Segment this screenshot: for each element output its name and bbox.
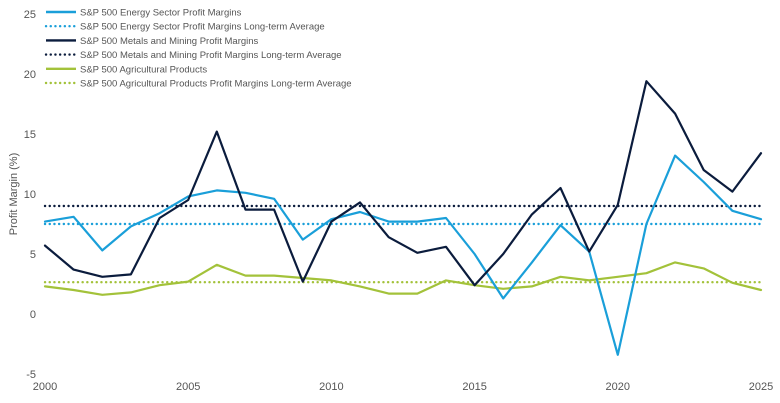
legend-label-1: S&P 500 Energy Sector Profit Margins Lon… [80, 22, 325, 33]
x-tick-label: 2000 [33, 381, 57, 393]
series-layer [43, 80, 763, 356]
series-line-2 [43, 80, 763, 287]
x-tick-label: 2020 [606, 381, 630, 393]
x-tick-label: 2010 [319, 381, 343, 393]
legend-label-3: S&P 500 Metals and Mining Profit Margins… [80, 50, 342, 61]
y-tick-label: 5 [30, 249, 36, 261]
legend-label-2: S&P 500 Metals and Mining Profit Margins [80, 36, 259, 47]
x-tick-label: 2025 [749, 381, 773, 393]
y-tick-label: -5 [26, 369, 36, 381]
y-tick-label: 20 [24, 69, 36, 81]
y-axis-label: Profit Margin (%) [8, 153, 20, 236]
y-tick-label: 10 [24, 189, 36, 201]
x-tick-label: 2005 [176, 381, 200, 393]
legend-label-5: S&P 500 Agricultural Products Profit Mar… [80, 79, 352, 90]
legend-label-4: S&P 500 Agricultural Products [80, 64, 207, 75]
series-line-0 [43, 154, 763, 356]
series-line-4 [43, 261, 763, 296]
x-tick-label: 2015 [462, 381, 486, 393]
legend: S&P 500 Energy Sector Profit Margins S&P … [44, 8, 352, 90]
legend-label-0: S&P 500 Energy Sector Profit Margins [80, 8, 242, 19]
y-tick-label: 25 [24, 9, 36, 21]
y-tick-label: 0 [30, 309, 36, 321]
y-tick-label: 15 [24, 129, 36, 141]
